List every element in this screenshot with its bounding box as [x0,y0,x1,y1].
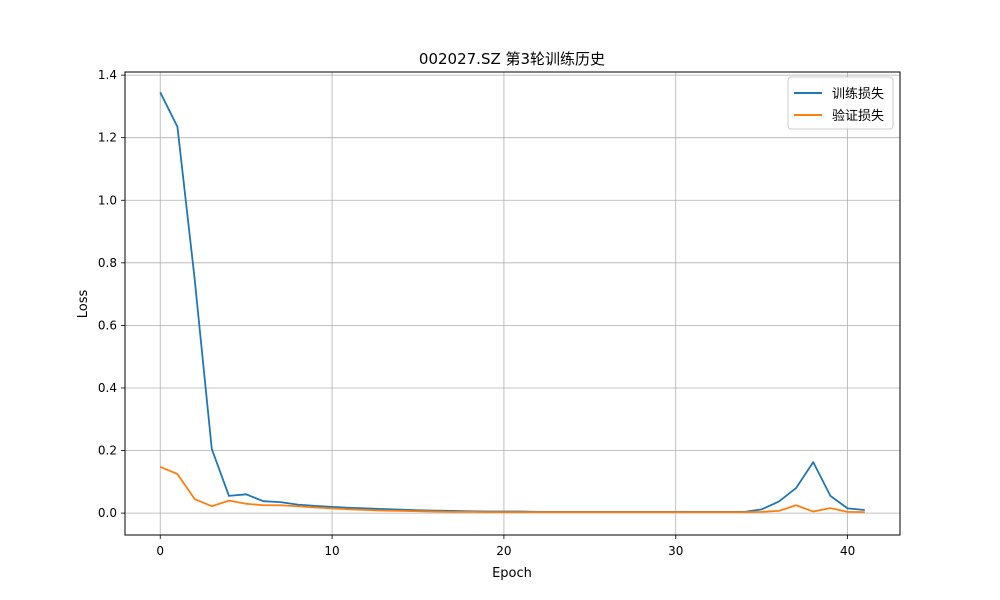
chart-title: 002027.SZ 第3轮训练历史 [419,50,605,68]
x-tick-label: 30 [668,544,683,558]
legend-label-validation: 验证损失 [832,108,884,124]
y-axis-label: Loss [76,290,91,319]
y-tick-label: 1.4 [98,68,117,82]
legend-label-training: 训练损失 [832,87,884,102]
x-tick-label: 40 [840,544,855,558]
y-tick-label: 1.2 [98,131,117,145]
grid [125,72,900,535]
plot-frame [124,71,901,536]
x-tick-label: 0 [156,544,164,558]
y-tick-label: 0.6 [98,318,117,332]
y-tick-label: 0.0 [98,506,117,520]
y-tick-label: 0.4 [98,381,117,395]
x-axis-label: Epoch [492,566,532,581]
ticks: 0 10 20 30 40 0.0 0.2 0.4 0.6 0.8 1.0 1.2 1.4 [98,68,855,558]
x-tick-label: 20 [496,544,511,558]
y-tick-label: 0.2 [98,444,117,458]
series-line-1 [159,465,865,514]
y-tick-label: 1.0 [98,193,117,207]
series-lines [159,91,865,514]
y-tick-label: 0.8 [98,256,117,270]
legend: 训练损失 验证损失 [787,76,894,130]
x-tick-label: 10 [324,544,339,558]
